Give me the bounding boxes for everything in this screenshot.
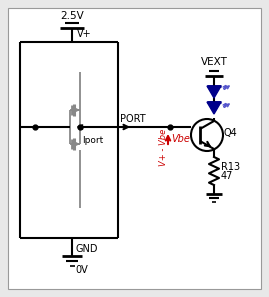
Text: Iport: Iport [82, 136, 103, 145]
Text: V+: V+ [77, 29, 92, 39]
Text: Vbe: Vbe [171, 134, 190, 144]
Text: 2.5V: 2.5V [60, 11, 84, 21]
Text: R13: R13 [221, 162, 240, 172]
Text: Q4: Q4 [224, 128, 238, 138]
Text: PORT: PORT [120, 114, 146, 124]
Polygon shape [207, 102, 221, 114]
Polygon shape [207, 86, 221, 98]
Text: 47: 47 [221, 171, 233, 181]
Text: V+ - Vbe: V+ - Vbe [160, 129, 168, 166]
Text: GND: GND [75, 244, 97, 254]
Text: VEXT: VEXT [201, 57, 227, 67]
Text: 0V: 0V [75, 265, 88, 275]
